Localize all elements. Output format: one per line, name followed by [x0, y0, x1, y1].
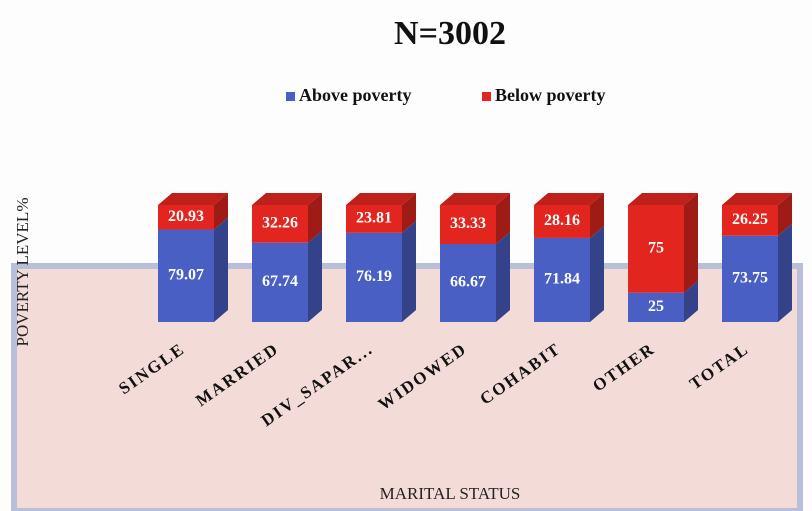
value-label: 75	[648, 240, 664, 257]
value-label: 66.67	[450, 274, 486, 291]
value-label: 20.93	[168, 208, 204, 225]
legend-swatch	[286, 92, 295, 101]
value-label: 73.75	[732, 270, 768, 287]
value-label: 71.84	[544, 271, 580, 288]
legend-label: Above poverty	[299, 85, 411, 105]
bar-side	[684, 193, 698, 293]
value-label: 28.16	[544, 212, 580, 229]
value-label: 32.26	[262, 215, 298, 232]
legend-swatch	[482, 92, 491, 101]
value-label: 25	[648, 298, 664, 315]
bar-side	[402, 221, 416, 322]
bar-side	[214, 217, 228, 322]
x-axis-title: MARITAL STATUS	[380, 484, 521, 503]
value-label: 33.33	[450, 215, 486, 232]
value-label: 76.19	[356, 268, 392, 285]
value-label: 26.25	[732, 211, 768, 228]
bar-side	[778, 224, 792, 322]
value-label: 23.81	[356, 210, 392, 227]
value-label: 79.07	[168, 266, 204, 283]
y-axis-title: POVERTY LEVEL%	[13, 198, 32, 347]
bar-side	[590, 226, 604, 322]
value-label: 67.74	[262, 273, 298, 290]
chart-title: N=3002	[394, 15, 506, 52]
legend-label: Below poverty	[495, 85, 605, 105]
bar-side	[308, 231, 322, 322]
chart: N=3002 POVERTY LEVEL% MARITAL STATUS Abo…	[0, 0, 812, 511]
bar-side	[496, 232, 510, 322]
